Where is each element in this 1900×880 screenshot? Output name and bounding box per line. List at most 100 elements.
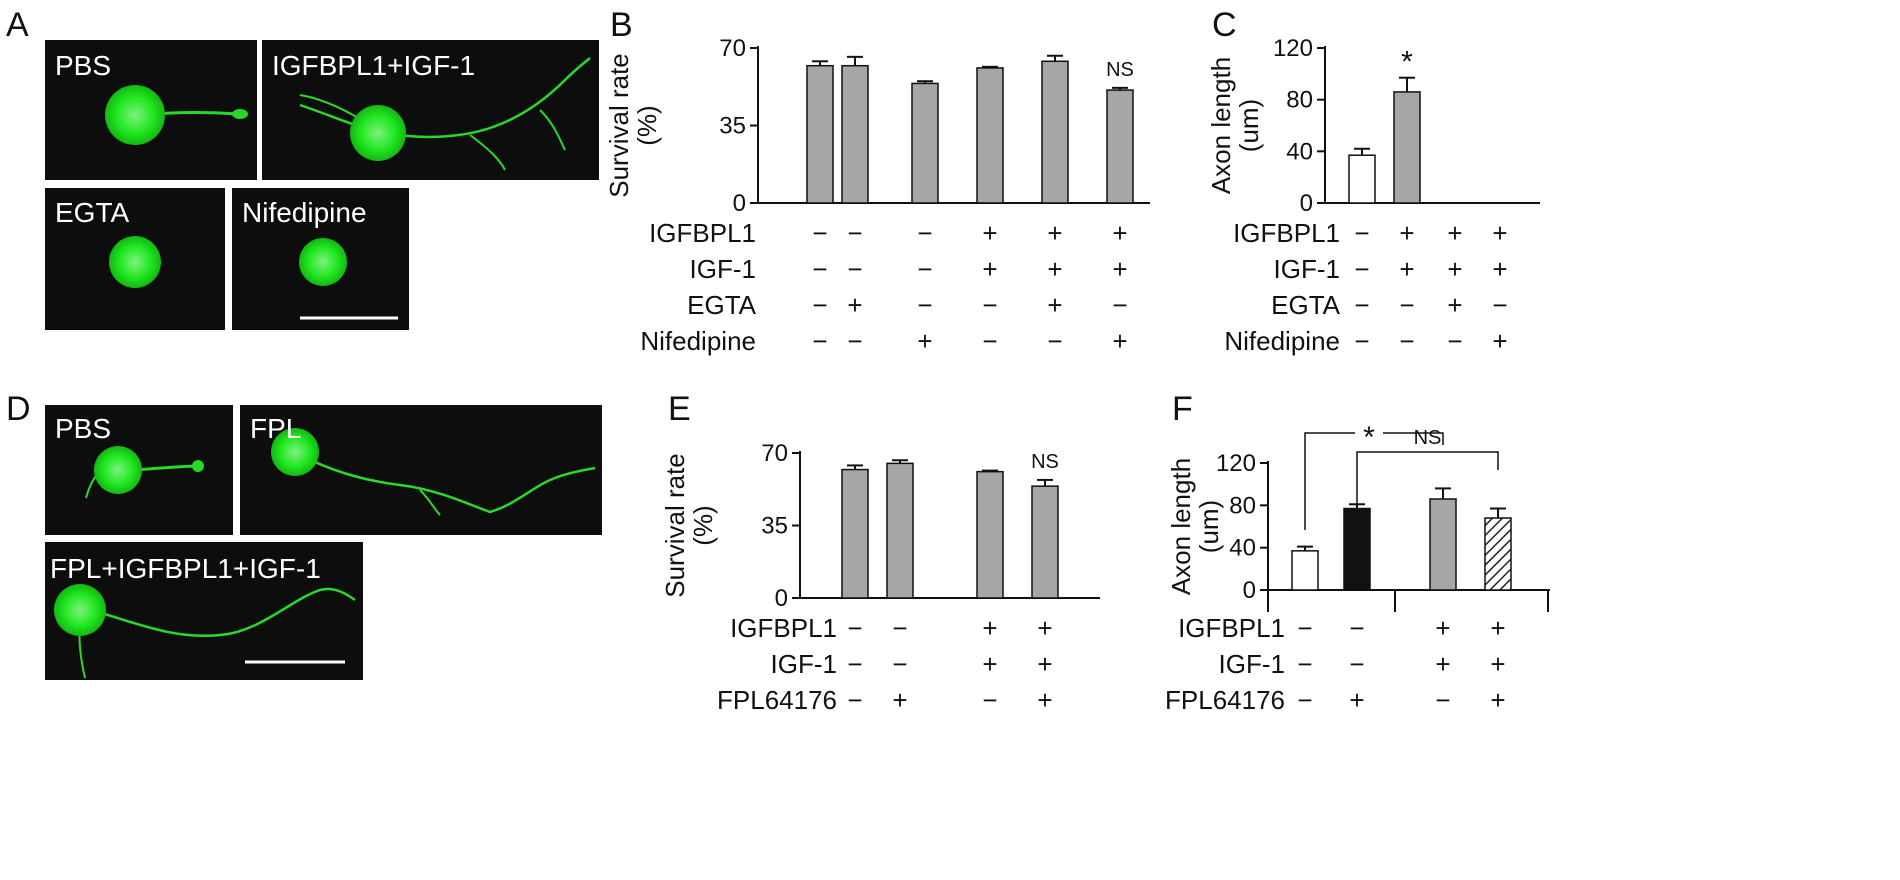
- condition-sign: −: [812, 326, 827, 356]
- micrograph-label: IGFBPL1+IGF-1: [272, 50, 475, 81]
- condition-sign: −: [892, 613, 907, 643]
- condition-sign: −: [1354, 326, 1369, 356]
- condition-sign: +: [892, 685, 907, 715]
- condition-sign: +: [1435, 649, 1450, 679]
- condition-sign: +: [1112, 326, 1127, 356]
- condition-label: IGFBPL1: [1233, 218, 1340, 248]
- condition-sign: −: [1354, 290, 1369, 320]
- y-tick-label: 0: [1300, 190, 1313, 217]
- y-tick-label: 35: [719, 113, 746, 140]
- bar: [1041, 60, 1069, 204]
- condition-sign: −: [1349, 649, 1364, 679]
- condition-sign: −: [982, 685, 997, 715]
- condition-sign: +: [1037, 649, 1052, 679]
- condition-label: IGF-1: [690, 254, 756, 284]
- condition-label: EGTA: [1271, 290, 1341, 320]
- condition-sign: +: [1490, 649, 1505, 679]
- condition-label: FPL64176: [717, 685, 837, 715]
- y-tick-label: 120: [1273, 35, 1313, 62]
- condition-sign: −: [847, 613, 862, 643]
- condition-sign: +: [982, 218, 997, 248]
- y-tick-label: 35: [761, 513, 788, 540]
- condition-sign: −: [1349, 613, 1364, 643]
- bar: [976, 470, 1004, 599]
- condition-sign: +: [1399, 218, 1414, 248]
- panel-letter-c: C: [1212, 6, 1237, 44]
- condition-sign: +: [982, 254, 997, 284]
- significance-annotation: *: [1401, 46, 1413, 79]
- condition-label: IGFBPL1: [1178, 613, 1285, 643]
- panel-letter-e: E: [668, 390, 691, 428]
- panel-letter-f: F: [1172, 390, 1193, 428]
- significance-bracket: [1356, 451, 1499, 565]
- condition-sign: −: [1399, 290, 1414, 320]
- bar: [1429, 498, 1457, 591]
- micrograph-d-fpl: FPL: [240, 405, 602, 535]
- condition-sign: +: [1447, 254, 1462, 284]
- micrograph-a-nifedipine: Nifedipine: [232, 188, 409, 330]
- micrograph-label: PBS: [55, 50, 111, 81]
- condition-sign: −: [847, 254, 862, 284]
- y-tick-label: 80: [1229, 492, 1256, 519]
- condition-sign: +: [1112, 218, 1127, 248]
- panel-letter-d: D: [6, 390, 31, 428]
- y-axis-unit: (%): [632, 105, 662, 145]
- bar: [1031, 485, 1059, 599]
- y-axis-label: Axon length: [1166, 458, 1196, 595]
- condition-sign: +: [1492, 326, 1507, 356]
- condition-sign: +: [1037, 685, 1052, 715]
- condition-sign: −: [1354, 254, 1369, 284]
- condition-sign: +: [1047, 254, 1062, 284]
- bar: [1291, 550, 1319, 591]
- y-axis-unit: (um): [1234, 99, 1264, 152]
- y-tick-label: 0: [733, 190, 746, 217]
- condition-label: Nifedipine: [1224, 326, 1340, 356]
- significance-annotation: NS: [1414, 427, 1442, 449]
- condition-sign: −: [1297, 685, 1312, 715]
- bar: [841, 64, 869, 204]
- condition-label: FPL64176: [1165, 685, 1285, 715]
- bracket-gap: [1355, 429, 1383, 437]
- micrograph-a-egta: EGTA: [45, 188, 225, 330]
- bar: [911, 82, 939, 204]
- condition-sign: −: [917, 218, 932, 248]
- condition-sign: +: [847, 290, 862, 320]
- condition-sign: −: [1297, 649, 1312, 679]
- condition-sign: −: [982, 290, 997, 320]
- bar: [1348, 154, 1376, 204]
- micrograph-label: FPL: [250, 413, 301, 444]
- condition-label: IGFBPL1: [649, 218, 756, 248]
- panel-letter-b: B: [610, 6, 633, 44]
- condition-sign: −: [847, 685, 862, 715]
- condition-sign: −: [917, 290, 932, 320]
- micrograph-label: EGTA: [55, 197, 129, 228]
- bar: [806, 64, 834, 204]
- y-tick-label: 120: [1216, 450, 1256, 477]
- condition-sign: +: [1399, 254, 1414, 284]
- micrograph-d-fpl-igfbpl1-igf1: FPL+IGFBPL1+IGF-1: [45, 542, 363, 680]
- condition-sign: −: [1447, 326, 1462, 356]
- y-tick-label: 40: [1229, 535, 1256, 562]
- condition-sign: −: [1435, 685, 1450, 715]
- condition-sign: +: [1435, 613, 1450, 643]
- condition-sign: −: [1399, 326, 1414, 356]
- y-tick-label: 40: [1286, 138, 1313, 165]
- condition-label: EGTA: [687, 290, 757, 320]
- condition-sign: +: [1037, 613, 1052, 643]
- y-axis-unit: (um): [1194, 500, 1224, 553]
- bar: [841, 468, 869, 599]
- condition-sign: −: [812, 254, 827, 284]
- significance-annotation: NS: [1031, 451, 1059, 473]
- bar: [1393, 91, 1421, 204]
- y-axis-label: Survival rate: [660, 453, 690, 598]
- condition-label: IGF-1: [1219, 649, 1285, 679]
- condition-label: IGF-1: [1274, 254, 1340, 284]
- micrograph-label: Nifedipine: [242, 197, 367, 228]
- condition-sign: +: [1047, 290, 1062, 320]
- condition-sign: −: [892, 649, 907, 679]
